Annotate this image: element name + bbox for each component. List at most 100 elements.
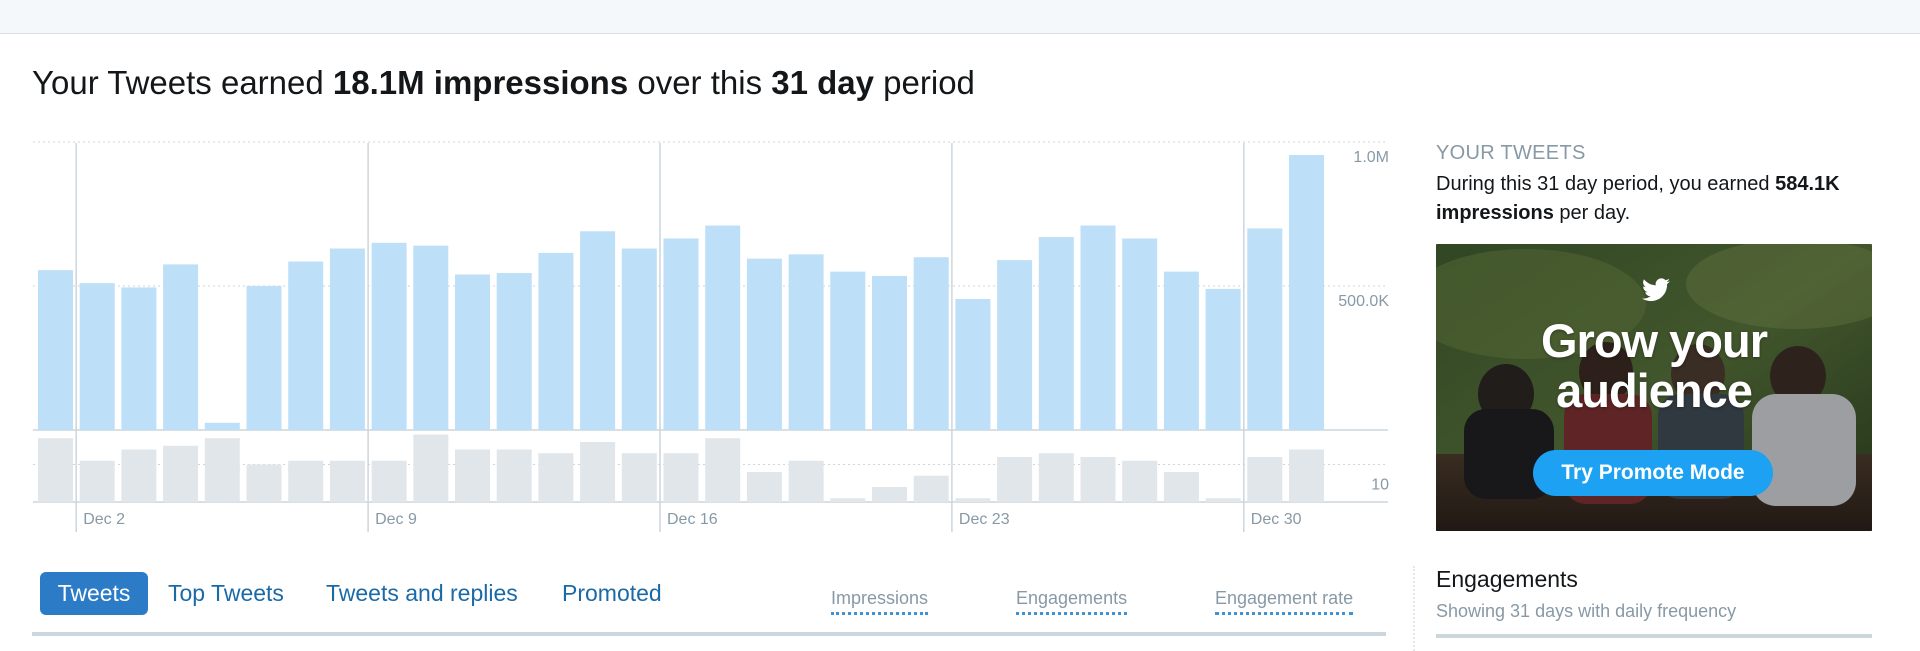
engagements-bar [913,475,949,502]
impressions-bar [121,287,157,430]
impressions-chart: 1.0M 500.0K 10 Dec 2 Dec 9 Dec 16 Dec 23 Dec 30 [33,141,1389,532]
engagements-bar [79,460,115,502]
impressions-bar [455,274,490,430]
impressions-bar [913,257,949,430]
engagements-bar [455,449,490,502]
impressions-bar [38,270,73,430]
engagements-bar [997,457,1033,502]
twitter-bird-icon [1642,278,1670,302]
try-promote-mode-button[interactable]: Try Promote Mode [1533,450,1773,496]
impressions-bar [163,264,199,430]
engagements-underline [1436,634,1872,638]
engagements-subtitle: Showing 31 days with daily frequency [1436,601,1737,621]
promo-title: Grow your audience [1436,316,1872,416]
engagements-bar [621,453,657,502]
engagements-bar [1247,457,1283,502]
engagements-bar [705,438,741,502]
impressions-bar [788,254,824,430]
engagements-bar [329,460,365,502]
sort-engagement-rate[interactable]: Engagement rate [1215,588,1354,615]
impressions-bar [204,422,240,430]
promote-mode-ad[interactable]: Grow your audience Try Promote Mode [1436,244,1872,531]
engagements-bar [1289,449,1324,502]
engagements-bar [496,449,532,502]
impressions-bar [246,286,282,430]
engagements-title: Engagements [1436,566,1578,592]
impressions-bars [38,154,1324,430]
sort-engagements[interactable]: Engagements [1016,588,1128,615]
engagements-bar [38,438,73,502]
summary-prefix: During this 31 day period, you earned [1436,173,1776,195]
summary-impressions: 584.1K impressions [1436,173,1840,224]
promo-title-line2: audience [1556,364,1753,417]
impressions-bar [413,245,449,430]
engagements-bar [1038,453,1074,502]
engagements-bar [246,464,282,502]
engagements-bar [163,445,199,502]
y-tick-label-bottom: 10 [1371,477,1389,494]
impressions-bar [288,261,324,430]
tab-top-tweets[interactable]: Top Tweets [168,580,284,606]
impressions-bar [1163,271,1199,430]
impressions-bar [663,238,699,430]
engagements-bar [1205,498,1241,502]
page-headline: Your Tweets earned 18.1M impressions ove… [32,64,975,102]
tab-tweets[interactable]: Tweets [40,572,148,615]
impressions-bar [746,258,782,430]
impressions-bar [580,231,616,430]
x-tick-label: Dec 9 [375,511,417,528]
engagements-bar [121,449,157,502]
x-tick-label: Dec 16 [667,511,718,528]
impressions-bar [371,242,407,430]
engagements-bar [830,498,866,502]
engagements-bar [746,472,782,502]
engagements-bar [955,498,991,502]
x-tick-label: Dec 2 [83,511,125,528]
x-tick-label: Dec 30 [1251,511,1302,528]
engagements-bar [413,434,449,502]
engagements-bar [371,460,407,502]
headline-prefix: Your Tweets earned [32,64,333,101]
x-tick-label: Dec 23 [959,511,1010,528]
impressions-bar [997,260,1033,430]
impressions-bar [1205,288,1241,430]
tab-promoted[interactable]: Promoted [562,580,662,606]
y-tick-label: 500.0K [1338,293,1389,310]
promo-title-line1: Grow your [1540,314,1768,367]
impressions-bar [329,248,365,430]
impressions-bar [1247,228,1283,430]
engagements-bar [663,453,699,502]
impressions-bar [1289,154,1324,430]
engagements-bar [872,487,907,502]
engagements-bar [788,460,824,502]
impressions-bar [705,225,741,430]
engagements-bar [538,453,574,502]
impressions-bar [872,275,907,430]
chart-axes: 1.0M 500.0K 10 Dec 2 Dec 9 Dec 16 Dec 23 Dec 30 [83,149,1389,528]
daily-impressions-summary: During this 31 day period, you earned 58… [1436,170,1876,228]
top-bar [0,0,1920,34]
headline-impressions: 18.1M impressions [332,64,629,101]
headline-middle: over this [628,64,772,101]
impressions-bar [496,273,532,430]
impressions-bar [1038,237,1074,430]
impressions-bar [830,271,866,430]
engagements-bar [1163,472,1199,502]
engagements-bars [38,434,1324,502]
summary-suffix: per day. [1553,202,1631,224]
impressions-bar [1122,238,1158,430]
engagements-bar [204,438,240,502]
headline-suffix: period [874,64,975,101]
engagements-bar [1122,460,1158,502]
tab-tweets-and-replies[interactable]: Tweets and replies [326,580,518,606]
impressions-bar [955,298,991,430]
y-tick-label: 1.0M [1353,149,1389,166]
engagements-bar [1080,457,1116,502]
engagements-bar [580,442,616,502]
tabs-underline [32,632,1386,636]
column-separator [1413,566,1415,651]
impressions-bar [538,252,574,430]
impressions-bar [1080,225,1116,430]
sort-impressions[interactable]: Impressions [831,588,929,615]
headline-period: 31 day [771,64,874,101]
